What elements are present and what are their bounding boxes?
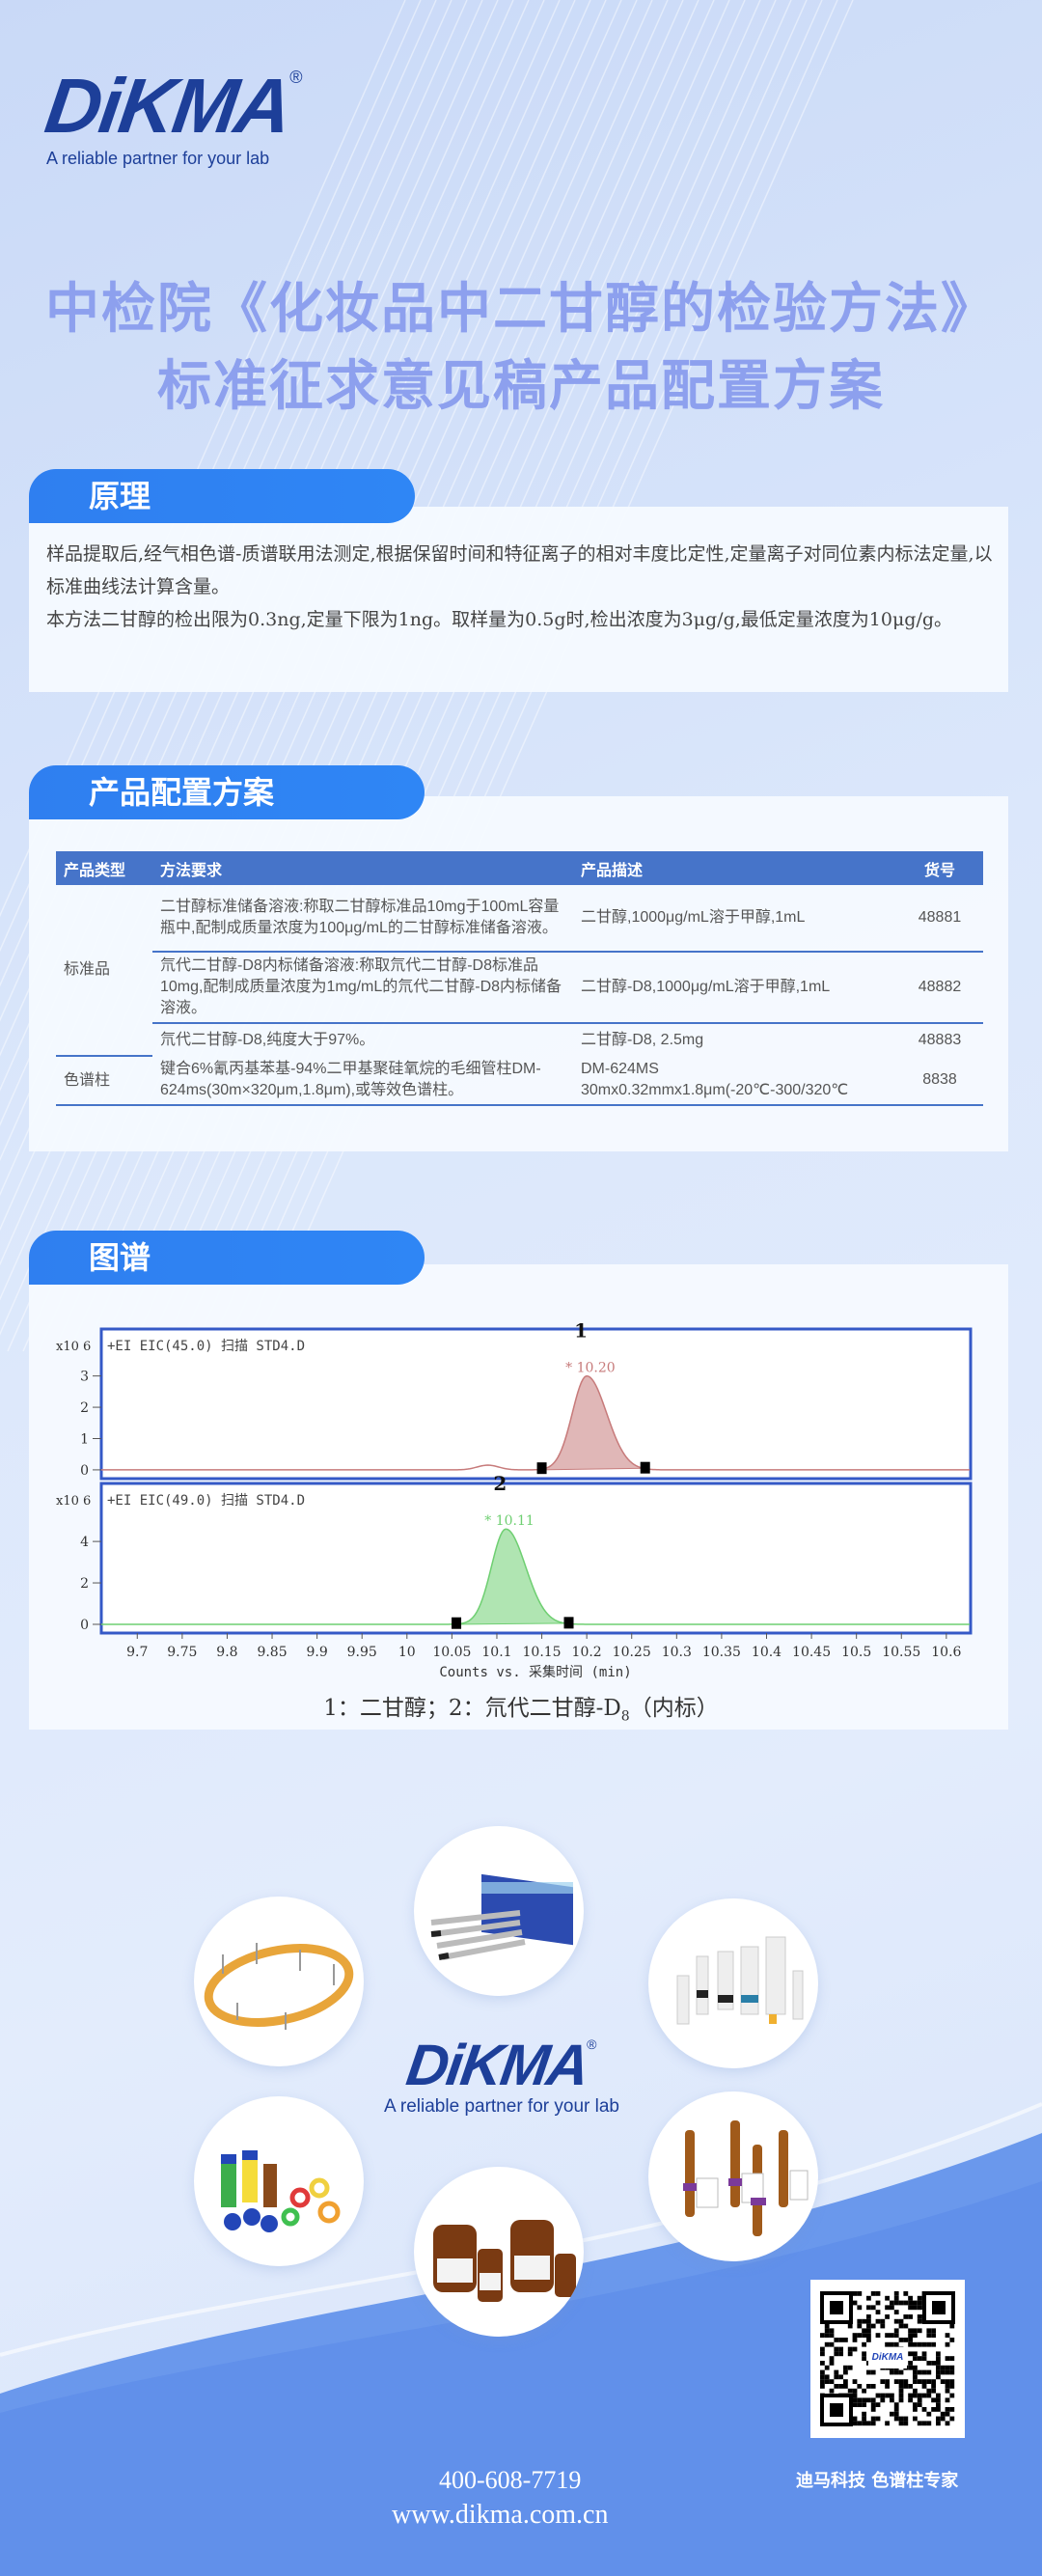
vials-image [194, 2096, 364, 2266]
spe-cartridges-image [648, 1898, 818, 2068]
website-link[interactable]: www.dikma.com.cn [392, 2500, 609, 2530]
table-row: 氘代二甘醇-D8内标储备溶液:称取氘代二甘醇-D8标准品10mg,配制成质量浓度… [56, 951, 983, 1023]
principle-text: 样品提取后,经气相色谱-质谱联用法测定,根据保留时间和特征离子的相对丰度比定性,… [46, 543, 993, 630]
x-tick-label: 9.85 [257, 1645, 287, 1660]
x-tick-label: 10.3 [662, 1645, 692, 1660]
y-multiplier: x10 6 [56, 1340, 91, 1354]
chromatogram-panel-1: +EI EIC(45.0) 扫描 STD4.D x10 6 0 1 2 3 1 * 10.20 [56, 1319, 973, 1481]
x-tick-label: 9.9 [306, 1645, 327, 1660]
table-row: 标准品 二甘醇标准储备溶液:称取二甘醇标准品10mg于100mL容量瓶中,配制成… [56, 885, 983, 1057]
x-tick-label: 10.4 [752, 1645, 782, 1660]
y-tick-label: 0 [80, 1463, 89, 1479]
table-row: 氘代二甘醇-D8,纯度大于97%。 二甘醇-D8, 2.5mg 48883 [56, 1022, 983, 1056]
trace-title: +EI EIC(45.0) 扫描 STD4.D [107, 1339, 305, 1354]
table-header: 产品类型 方法要求 产品描述 货号 [56, 851, 983, 885]
y-tick-label: 2 [80, 1576, 89, 1592]
x-tick-label: 10.25 [613, 1645, 651, 1660]
x-tick-label: 10.35 [702, 1645, 741, 1660]
retention-time-label: * 10.11 [484, 1513, 535, 1529]
x-tick-label: 10.15 [523, 1645, 562, 1660]
center-brand-logo: DiKMA® A reliable partner for your lab [384, 2033, 619, 2117]
phone-number: 400-608-7719 [439, 2466, 582, 2494]
x-tick-label: 9.95 [347, 1645, 377, 1660]
retention-time-label: * 10.20 [565, 1361, 616, 1376]
chromatogram-panel-2: +EI EIC(49.0) 扫描 STD4.D x10 6 0 2 4 2 * 10.11 [56, 1472, 973, 1635]
peak-number: 1 [574, 1319, 588, 1343]
page-title-line1: 中检院《化妆品中二甘醇的检验方法》 [45, 278, 997, 341]
x-tick-label: 10.55 [882, 1645, 920, 1660]
table-row: 色谱柱 键合6%氰丙基苯基-94%二甲基聚硅氧烷的毛细管柱DM-624ms(30… [56, 1056, 983, 1106]
product-table: 产品类型 方法要求 产品描述 货号 标准品 二甘醇标准储备溶液:称取二甘醇标准品… [56, 851, 983, 1106]
y-multiplier: x10 6 [56, 1494, 91, 1509]
y-tick-label: 2 [80, 1400, 89, 1416]
x-tick-label: 10.6 [931, 1645, 961, 1660]
x-tick-label: 10.45 [792, 1645, 831, 1660]
integration-marker [452, 1617, 462, 1629]
x-tick-label: 9.8 [216, 1645, 237, 1660]
spectrum-heading: 图谱 [29, 1231, 425, 1285]
x-tick-label: 9.75 [167, 1645, 197, 1660]
peak-number: 2 [493, 1472, 507, 1495]
integration-marker [640, 1461, 650, 1474]
trace-line [101, 1528, 971, 1625]
ampoule-standards-image [648, 2091, 818, 2261]
principle-card [29, 507, 1008, 692]
y-tick-label: 3 [80, 1370, 89, 1385]
x-tick-label: 10.05 [432, 1645, 471, 1660]
slogan: 迪马科技 色谱柱专家 [796, 2471, 959, 2491]
trace-title: +EI EIC(49.0) 扫描 STD4.D [107, 1493, 305, 1509]
hplc-columns-image [414, 1826, 584, 1996]
brand-logo: DiKMA® A reliable partner for your lab [40, 63, 303, 168]
x-axis-label: Counts vs. 采集时间 (min) [439, 1664, 631, 1680]
products-heading: 产品配置方案 [29, 765, 425, 819]
chart-caption: 1：二甘醇；2：氘代二甘醇-D8（内标） [323, 1696, 719, 1725]
x-tick-label: 10.1 [481, 1645, 511, 1660]
chromatogram-chart: +EI EIC(45.0) 扫描 STD4.D x10 6 0 1 2 3 1 * 10.20… [56, 1319, 973, 1680]
gc-column-image [194, 1897, 364, 2066]
solvent-bottles-image [414, 2167, 584, 2337]
y-tick-label: 4 [80, 1535, 89, 1550]
integration-marker [536, 1462, 547, 1475]
page-title-line2: 标准征求意见稿产品配置方案 [157, 355, 885, 418]
integration-marker [563, 1617, 574, 1629]
qr-code[interactable]: DiKMA [810, 2280, 965, 2438]
y-tick-label: 0 [80, 1618, 89, 1633]
x-tick-label: 10.2 [572, 1645, 602, 1660]
x-tick-label: 10.5 [841, 1645, 871, 1660]
principle-heading: 原理 [29, 469, 415, 523]
x-tick-label: 10 [398, 1645, 416, 1660]
x-tick-label: 9.7 [126, 1645, 148, 1660]
y-tick-label: 1 [80, 1431, 89, 1447]
trace-line [101, 1374, 971, 1471]
plot-frame [99, 1327, 973, 1481]
